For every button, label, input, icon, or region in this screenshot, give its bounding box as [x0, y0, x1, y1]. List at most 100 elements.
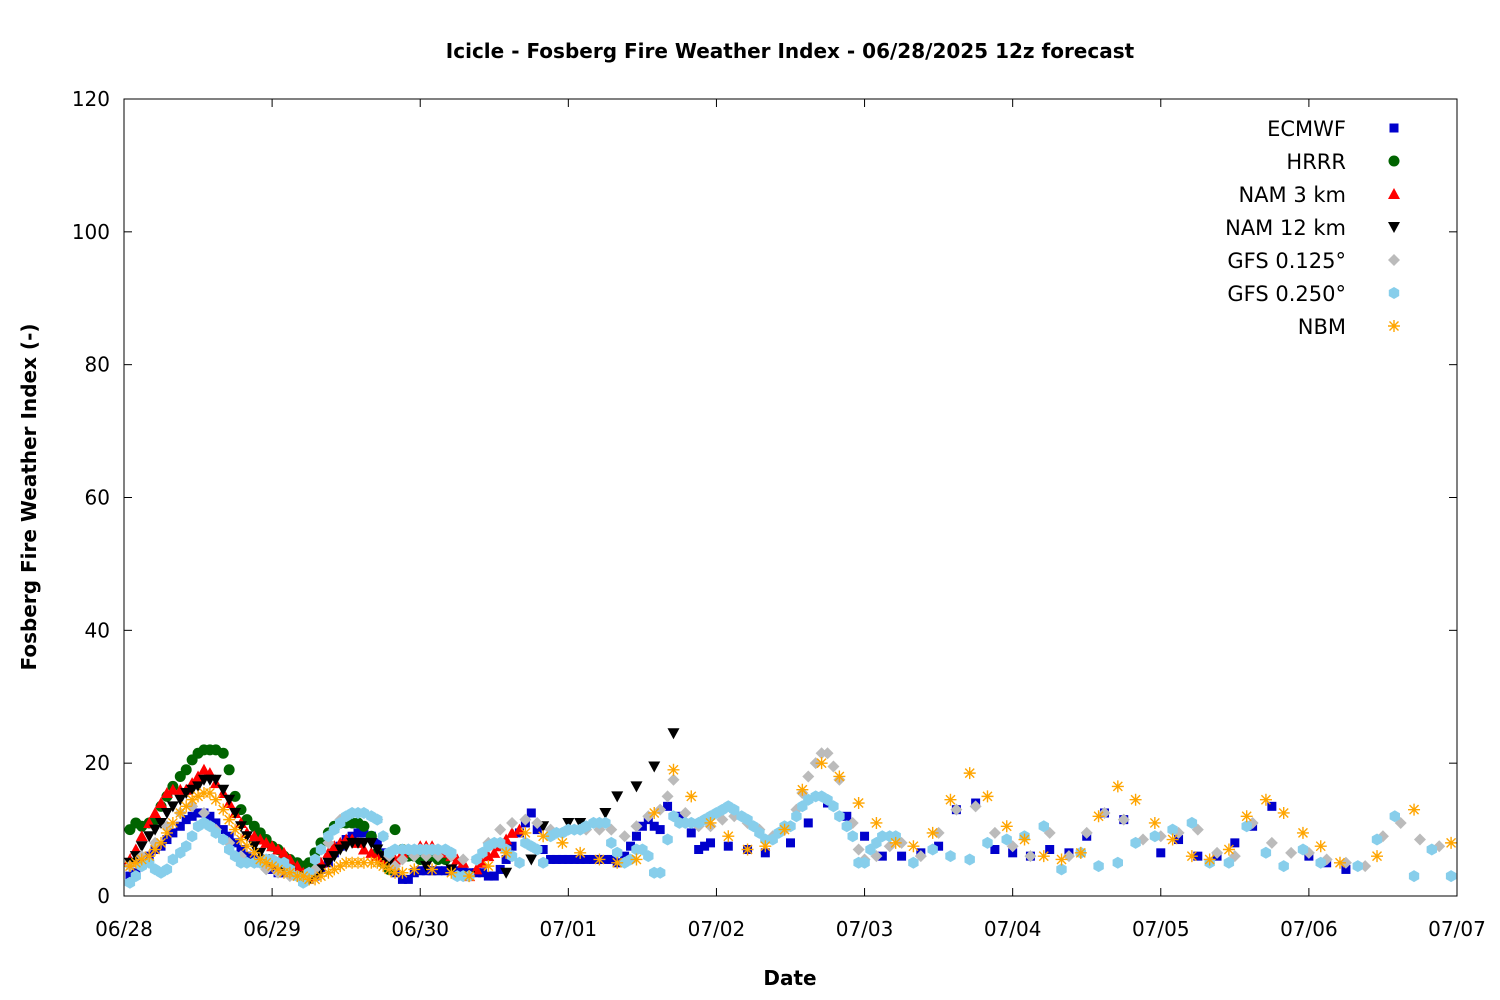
data-point [322, 857, 335, 869]
data-point [1315, 856, 1326, 869]
y-tick-label: 120 [72, 87, 110, 111]
data-point [223, 764, 235, 776]
data-point [1241, 820, 1252, 833]
legend-label: NBM [1298, 315, 1346, 339]
series-6 [123, 757, 1458, 886]
data-point [897, 851, 907, 861]
data-point [372, 838, 382, 848]
data-point [532, 825, 542, 835]
data-point [315, 843, 327, 856]
data-point [723, 841, 733, 851]
data-point [1056, 863, 1067, 876]
data-point [482, 860, 495, 873]
data-point [944, 793, 957, 806]
data-point [562, 817, 575, 829]
data-point [513, 823, 526, 835]
legend-marker [1388, 254, 1400, 266]
data-point [791, 810, 802, 823]
data-point [649, 821, 659, 831]
data-point [283, 866, 296, 879]
data-point [630, 781, 643, 793]
data-point [988, 826, 1001, 839]
data-point [123, 860, 136, 873]
data-point [1185, 850, 1198, 863]
data-point [908, 856, 919, 869]
data-point [506, 826, 519, 838]
data-point [655, 866, 666, 879]
legend-marker [1388, 222, 1400, 233]
data-point [557, 854, 567, 864]
data-point [631, 831, 641, 841]
data-point [1129, 793, 1142, 806]
data-point [1341, 864, 1351, 874]
data-point [729, 803, 740, 816]
data-point [546, 854, 556, 864]
data-point [1148, 816, 1161, 829]
data-point [205, 811, 215, 821]
data-point [248, 846, 261, 859]
data-point [834, 810, 845, 823]
data-point [334, 844, 347, 856]
data-point [445, 866, 458, 879]
x-tick-label: 07/05 [1132, 917, 1190, 941]
data-point [160, 787, 173, 799]
data-point [1080, 826, 1093, 839]
data-point [1130, 836, 1141, 849]
data-point [981, 790, 994, 803]
x-tick-label: 07/02 [688, 917, 746, 941]
data-point [1024, 850, 1037, 863]
x-tick-label: 07/01 [540, 917, 598, 941]
data-point [488, 846, 501, 858]
chart-title: Icicle - Fosberg Fire Weather Index - 06… [446, 39, 1135, 63]
data-points [123, 728, 1458, 889]
legend-label: NAM 12 km [1225, 216, 1346, 240]
data-point [1371, 850, 1384, 863]
data-point [403, 874, 413, 884]
data-point [378, 830, 389, 843]
data-point [1413, 833, 1426, 846]
data-point [934, 841, 944, 851]
data-point [1278, 860, 1289, 873]
data-point [186, 793, 199, 806]
data-point [197, 806, 210, 819]
series-5 [124, 790, 1457, 889]
data-point [272, 843, 285, 855]
data-point [463, 870, 476, 883]
data-point [371, 844, 384, 856]
data-point [358, 820, 370, 832]
data-point [155, 836, 168, 849]
data-point [1408, 870, 1420, 883]
data-point [685, 790, 698, 803]
plot-frame [123, 98, 1458, 897]
data-point [506, 816, 519, 829]
data-point [1093, 860, 1104, 873]
data-point [1260, 846, 1272, 859]
data-point [1333, 856, 1346, 869]
legend-marker [1388, 320, 1400, 332]
data-point [852, 843, 865, 856]
data-point [1045, 845, 1055, 855]
data-point [859, 856, 870, 869]
data-point [1092, 810, 1105, 823]
data-point [175, 821, 185, 831]
data-point [1296, 826, 1309, 839]
data-point [223, 813, 236, 826]
data-point [686, 828, 696, 838]
data-point [217, 784, 230, 796]
data-point [842, 811, 852, 821]
data-point [531, 816, 544, 829]
data-point [1037, 850, 1050, 863]
data-point [426, 863, 439, 876]
data-point [821, 747, 834, 760]
data-point [217, 747, 229, 759]
legend-marker [1388, 155, 1400, 167]
data-point [240, 831, 253, 843]
data-point [802, 770, 815, 783]
data-point [167, 853, 179, 866]
data-point [365, 846, 378, 858]
data-point [1277, 806, 1290, 819]
data-point [626, 841, 636, 851]
data-point [446, 846, 457, 859]
data-point [162, 835, 172, 845]
